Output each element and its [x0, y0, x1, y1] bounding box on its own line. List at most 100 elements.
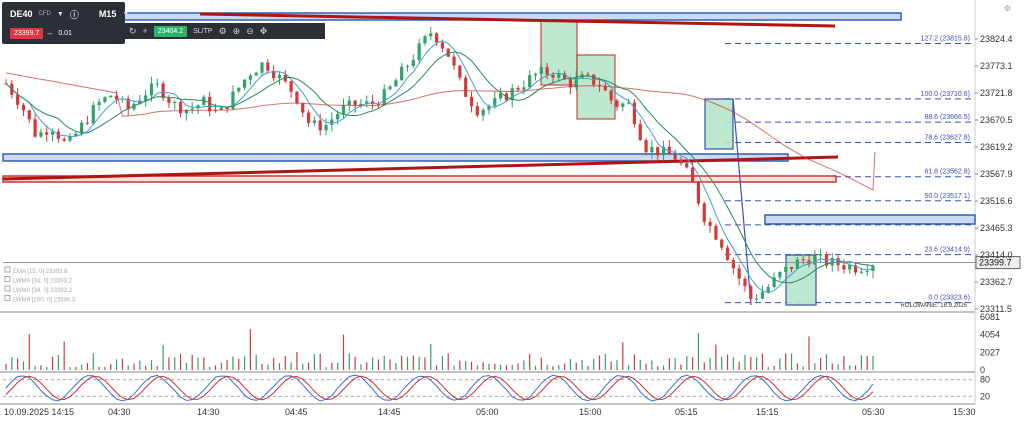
order-bar: ↻ + 23404.2 SL/TP ⚙ ⊕ ⊖ ✥	[125, 23, 325, 39]
candle-body	[615, 100, 619, 107]
window-settings-icon[interactable]: ⚙	[1004, 4, 1012, 13]
fib-level-label: 127.2 (23815.8)	[921, 36, 970, 43]
symbol-dropdown-icon[interactable]: ▼	[56, 10, 64, 18]
candle-body	[871, 266, 875, 272]
candle-body	[295, 91, 299, 104]
candle-body	[173, 101, 177, 103]
candle-body	[33, 119, 37, 137]
candle-body	[126, 98, 130, 110]
candle-body	[237, 87, 241, 92]
candle-body	[144, 95, 148, 101]
minus-icon[interactable]: –	[47, 28, 53, 38]
candle-body	[85, 122, 90, 124]
volume-tick-label: 0	[980, 365, 985, 375]
candle-body	[97, 101, 101, 106]
price-tick-label: 23362.7	[980, 277, 1013, 287]
candle-body	[62, 138, 66, 141]
refresh-icon[interactable]: ↻	[129, 25, 137, 36]
candle-body	[423, 36, 427, 44]
candle-body	[167, 98, 171, 103]
legend-checkbox	[4, 266, 11, 273]
candle-body	[464, 77, 468, 97]
price-tick-label: 23465.3	[980, 223, 1013, 233]
buy-button[interactable]: 23404.2	[153, 25, 188, 37]
candle-body	[411, 59, 415, 66]
stoch-tick-label: 20	[980, 391, 990, 401]
candle-body	[289, 81, 293, 92]
candle-body	[597, 84, 602, 86]
candle-body	[528, 75, 532, 88]
legend-checkbox	[4, 276, 11, 282]
candle-body	[68, 136, 72, 141]
candle-body	[184, 109, 188, 114]
candle-body	[714, 225, 718, 240]
candle-body	[650, 146, 654, 153]
volume-tick-label: 2027	[980, 347, 1000, 357]
quantity-input[interactable]: 0.01	[58, 29, 72, 37]
price-tick-label: 23311.5	[980, 304, 1012, 314]
candle-body	[685, 163, 689, 168]
candle-body	[801, 259, 805, 261]
timeframe-selector[interactable]: M15	[98, 9, 117, 19]
candle-body	[434, 33, 439, 43]
candle-body	[365, 101, 369, 104]
candle-body	[91, 105, 95, 124]
resistance-trendline	[199, 12, 836, 28]
candle-body	[667, 146, 671, 155]
candle-body	[551, 74, 555, 78]
candle-body	[848, 265, 852, 270]
zoom-in-icon[interactable]: ⊕	[232, 25, 241, 36]
candle-body	[394, 80, 398, 87]
candles	[4, 26, 875, 305]
move-icon[interactable]: ✥	[259, 25, 268, 36]
sltp-button[interactable]: SL/TP	[193, 27, 213, 35]
fib-level-label: 23.6 (23414.9)	[924, 247, 970, 254]
price-tick-label: 23414.0	[980, 250, 1013, 260]
candle-body	[458, 65, 462, 78]
candle-body	[202, 96, 206, 106]
candle-body	[568, 79, 573, 88]
price-tick-label: 23773.1	[980, 61, 1013, 71]
plus-icon[interactable]: +	[142, 26, 148, 36]
candle-body	[493, 98, 497, 106]
info-icon[interactable]: ⓘ	[69, 9, 79, 20]
lwma34-line	[5, 51, 874, 284]
highlight-box	[704, 98, 734, 150]
sell-button[interactable]: 23399.7	[10, 27, 44, 39]
legend-entry: EMA [15, 0] 23393.8	[13, 269, 68, 275]
candle-body	[813, 255, 817, 265]
target-zone	[764, 214, 976, 225]
candle-body	[673, 154, 677, 160]
legend-entry: LWMA [200, 0] 23595.3	[13, 298, 76, 304]
fib-level-label: 50.0 (23517.1)	[924, 193, 970, 200]
price-tick-label: 23824.4	[980, 34, 1013, 44]
candle-body	[469, 96, 474, 107]
candle-body	[725, 247, 730, 261]
candle-body	[254, 72, 258, 76]
candle-body	[219, 107, 223, 110]
fib-level-label: 78.6 (23627.8)	[924, 134, 970, 141]
candle-body	[661, 146, 666, 156]
current-price-tag	[975, 256, 1021, 270]
fib-level-label: 100.0 (23710.6)	[921, 91, 970, 98]
rollover-label: ROLOWANIE: 18.9.2025	[901, 303, 968, 309]
fib-level-label: 88.6 (23666.5)	[924, 114, 970, 121]
current-price-label: 23399.7	[979, 258, 1012, 268]
timeframe-dropdown-icon[interactable]: ▼	[122, 10, 130, 18]
zoom-out-icon[interactable]: ⊖	[246, 25, 254, 36]
candle-body	[213, 109, 218, 112]
time-tick-label: 10.09.2025 14:15	[4, 407, 74, 417]
candle-body	[859, 271, 863, 273]
candle-body	[586, 74, 590, 76]
gear-icon[interactable]: ⚙	[218, 25, 227, 36]
candle-body	[376, 104, 381, 106]
time-tick-label: 05:30	[862, 407, 885, 417]
time-tick-label: 04:45	[285, 407, 308, 417]
candle-body	[260, 62, 264, 73]
price-tick-label: 23619.2	[980, 142, 1013, 152]
time-tick-label: 15:15	[756, 407, 779, 417]
legend-entry: LWMA [34, 0] 23393.2	[13, 279, 73, 285]
candle-body	[312, 120, 316, 123]
symbol-label[interactable]: DE40	[10, 9, 33, 19]
